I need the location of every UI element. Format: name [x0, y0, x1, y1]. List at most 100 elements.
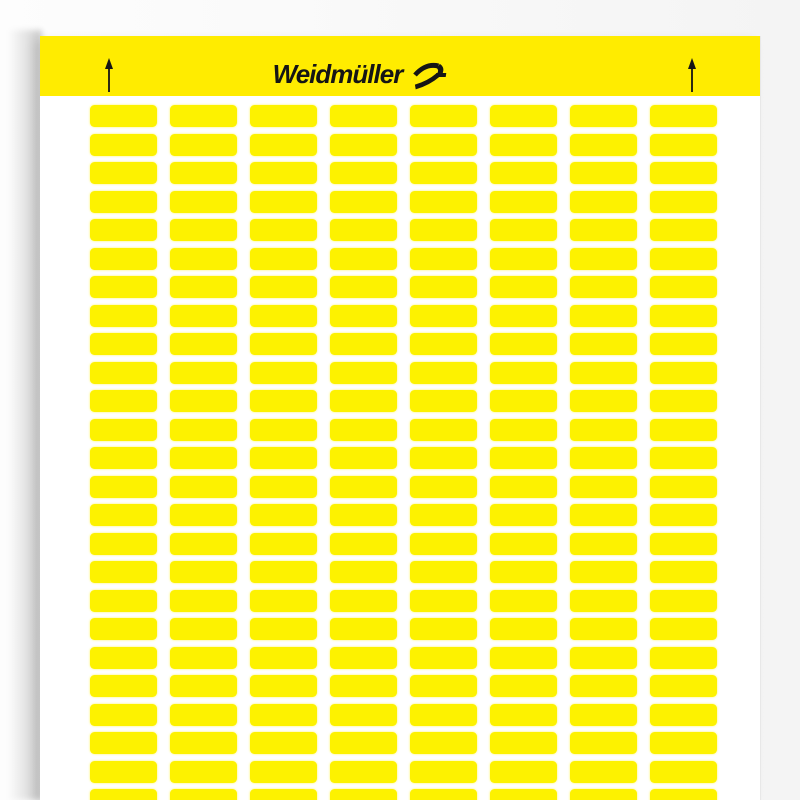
brand-wordmark: Weidmüller: [272, 58, 404, 89]
label-cell: [170, 105, 237, 127]
label-cell: [250, 646, 317, 669]
label-cell: [410, 532, 477, 555]
label-cell: [170, 475, 237, 498]
label-cell: [570, 390, 637, 412]
label-grid: [40, 105, 717, 800]
label-cell: [570, 333, 637, 355]
label-cell: [90, 760, 157, 783]
label-cell: [90, 333, 157, 355]
label-cell: [250, 589, 317, 612]
label-cell: [250, 732, 317, 754]
label-cell: [490, 105, 557, 127]
label-cell: [650, 105, 717, 127]
label-cell: [410, 561, 477, 583]
label-cell: [490, 589, 557, 612]
label-cell: [170, 675, 237, 697]
label-cell: [570, 561, 637, 583]
label-cell: [650, 561, 717, 583]
label-cell: [490, 675, 557, 697]
label-cell: [410, 418, 477, 441]
label-cell: [410, 105, 477, 127]
label-cell: [90, 703, 157, 726]
label-cell: [250, 304, 317, 327]
label-cell: [410, 732, 477, 754]
label-cell: [490, 304, 557, 327]
label-cell: [650, 760, 717, 783]
label-cell: [410, 133, 477, 156]
label-cell: [330, 304, 397, 327]
label-cell: [410, 789, 477, 800]
label-cell: [410, 276, 477, 298]
label-cell: [570, 276, 637, 298]
label-cell: [250, 561, 317, 583]
label-cell: [90, 361, 157, 384]
label-cell: [650, 532, 717, 555]
label-cell: [490, 504, 557, 526]
label-cell: [250, 190, 317, 213]
label-cell: [410, 190, 477, 213]
label-cell: [330, 162, 397, 184]
label-cell: [170, 333, 237, 355]
label-cell: [490, 789, 557, 800]
label-cell: [410, 589, 477, 612]
label-cell: [650, 190, 717, 213]
label-cell: [650, 219, 717, 241]
label-cell: [250, 703, 317, 726]
label-cell: [490, 703, 557, 726]
label-cell: [250, 789, 317, 800]
label-cell: [90, 390, 157, 412]
label-cell: [410, 618, 477, 640]
label-cell: [570, 589, 637, 612]
label-cell: [490, 646, 557, 669]
label-cell: [90, 789, 157, 800]
label-cell: [490, 276, 557, 298]
label-cell: [90, 190, 157, 213]
label-cell: [570, 247, 637, 270]
label-cell: [330, 589, 397, 612]
sheet-shadow: [8, 30, 42, 800]
label-cell: [90, 475, 157, 498]
label-cell: [650, 732, 717, 754]
brand-lockup: Weidmüller: [0, 36, 720, 96]
label-cell: [330, 333, 397, 355]
label-cell: [250, 247, 317, 270]
label-cell: [250, 760, 317, 783]
label-cell: [170, 247, 237, 270]
label-cell: [170, 361, 237, 384]
label-cell: [170, 304, 237, 327]
label-cell: [170, 589, 237, 612]
label-cell: [570, 504, 637, 526]
label-cell: [90, 162, 157, 184]
label-cell: [90, 561, 157, 583]
label-cell: [410, 247, 477, 270]
label-cell: [490, 333, 557, 355]
label-cell: [410, 447, 477, 469]
label-cell: [410, 361, 477, 384]
label-cell: [650, 333, 717, 355]
label-cell: [90, 247, 157, 270]
label-cell: [410, 219, 477, 241]
label-cell: [170, 276, 237, 298]
label-cell: [90, 105, 157, 127]
label-cell: [410, 333, 477, 355]
label-cell: [490, 361, 557, 384]
label-cell: [250, 133, 317, 156]
label-cell: [410, 675, 477, 697]
label-cell: [650, 447, 717, 469]
label-cell: [570, 447, 637, 469]
label-cell: [170, 618, 237, 640]
label-cell: [170, 190, 237, 213]
label-cell: [170, 162, 237, 184]
label-cell: [250, 447, 317, 469]
label-cell: [90, 219, 157, 241]
label-cell: [650, 703, 717, 726]
label-cell: [330, 247, 397, 270]
label-cell: [250, 418, 317, 441]
label-cell: [650, 475, 717, 498]
label-cell: [330, 475, 397, 498]
label-cell: [250, 475, 317, 498]
label-cell: [650, 618, 717, 640]
weidmueller-logo-icon: [413, 62, 447, 90]
label-cell: [570, 162, 637, 184]
label-cell: [570, 304, 637, 327]
